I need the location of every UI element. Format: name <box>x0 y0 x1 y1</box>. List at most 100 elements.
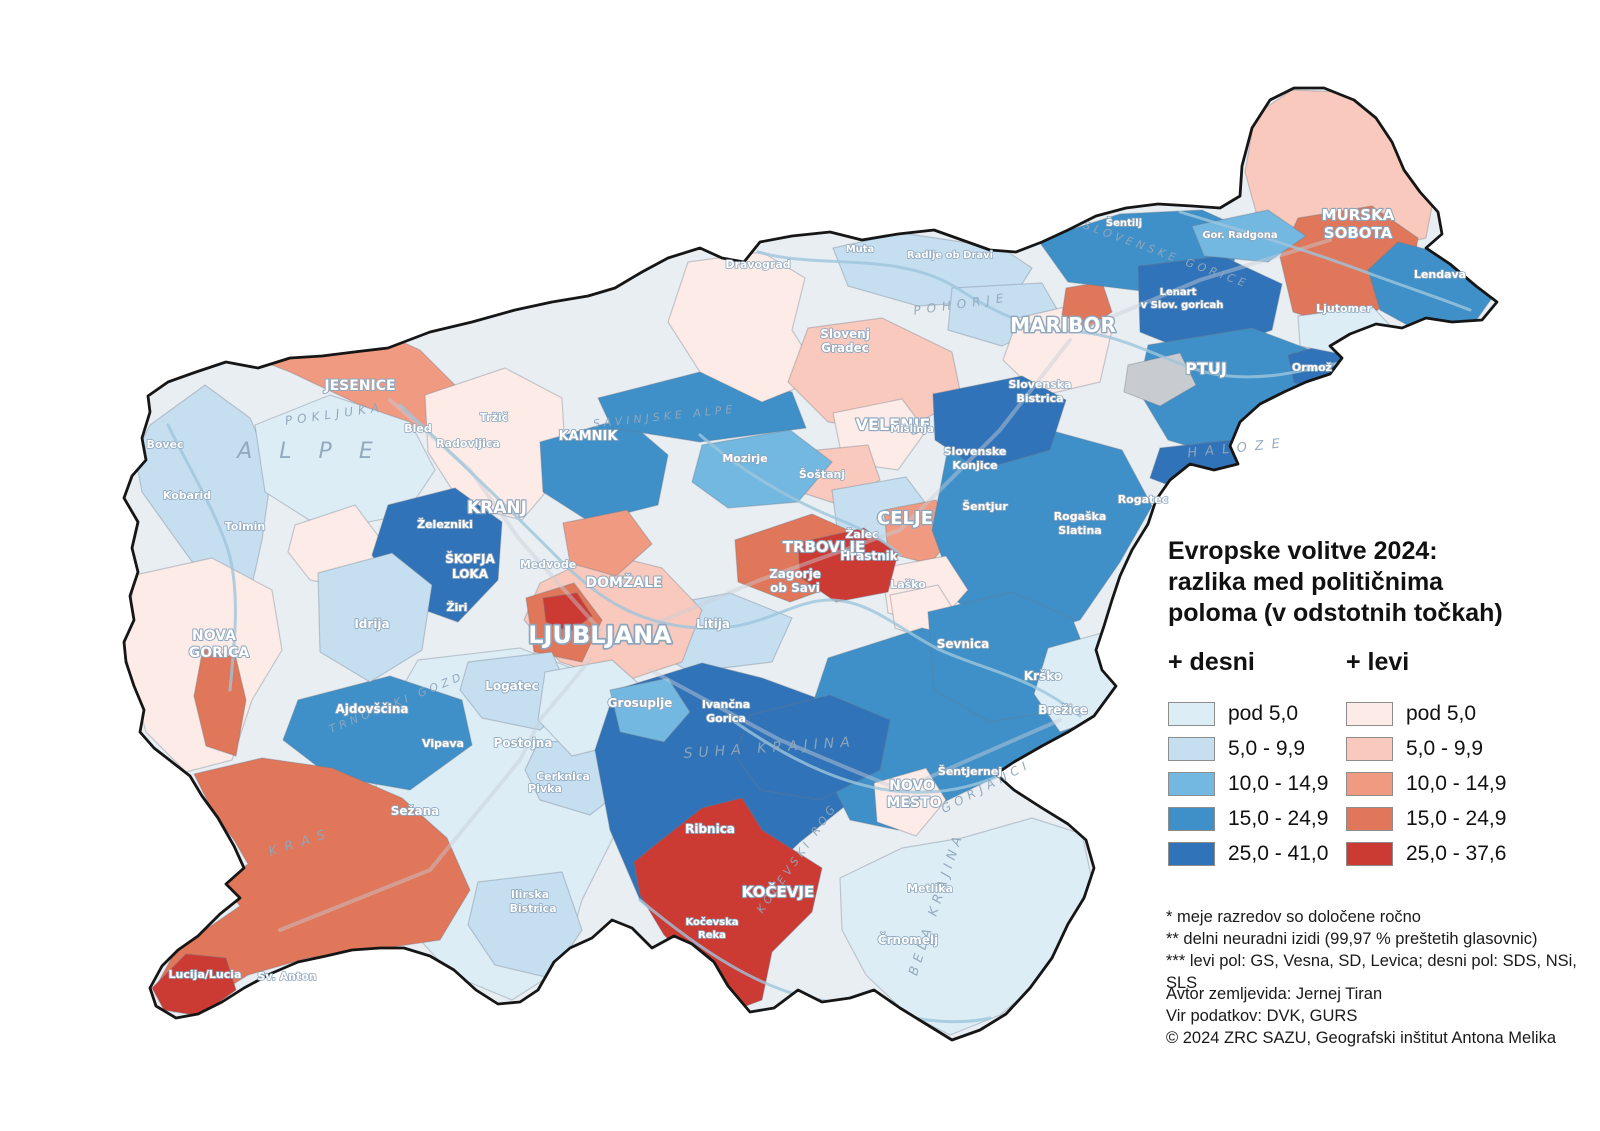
legend-label-desni-3: 10,0 - 14,9 <box>1228 771 1329 795</box>
city-label-trbovlje: TRBOVLJE <box>783 538 866 556</box>
city-label-dravograd: Dravograd <box>725 258 790 271</box>
city-label-radovljica: Radovljica <box>436 437 500 450</box>
city-label-mozirje: Mozirje <box>722 452 767 465</box>
city-label-tolmin: Tolmin <box>225 520 265 533</box>
city-label-la-ko: Laško <box>890 578 926 591</box>
city-label-postojna: Postojna <box>494 736 553 750</box>
region-trbovlje-hrastnik <box>797 527 899 603</box>
legend-swatch-desni-1 <box>1168 701 1215 726</box>
city-label-kr-ko: Krško <box>1024 669 1062 683</box>
region-grosuplje <box>609 677 691 743</box>
city-label-hrastnik: Hrastnik <box>840 549 899 563</box>
city-label-sv-anton: Sv. Anton <box>257 970 316 983</box>
legend-row-levi-1: pod 5,0 <box>1346 701 1506 726</box>
city-label-ajdov-ina: Ajdovščina <box>335 702 408 716</box>
city-label-sobota: SOBOTA <box>1324 224 1393 242</box>
legend-label-desni-4: 15,0 - 24,9 <box>1228 806 1329 830</box>
city-label-slovenj: Slovenj <box>820 327 870 341</box>
city-label-gradec: Gradec <box>821 341 869 355</box>
credit-author: Avtor zemljevida: Jernej Tiran <box>1166 985 1383 1003</box>
legend-row-levi-2: 5,0 - 9,9 <box>1346 736 1506 761</box>
region-nova-gorica-city <box>193 647 247 757</box>
footnote-1: * meje razredov so določene ročno <box>1166 908 1421 926</box>
city-label-ribnica: Ribnica <box>685 822 735 836</box>
legend-swatch-levi-4 <box>1346 806 1393 831</box>
city-label-gorica: GORICA <box>189 645 250 661</box>
city-label-bled: Bled <box>404 422 432 435</box>
region-slovenj-gradec <box>787 317 963 433</box>
map-title-line2: razlika med političnima <box>1168 568 1444 596</box>
city-label-cerknica: Cerknica <box>536 770 590 783</box>
legend-label-levi-1: pod 5,0 <box>1406 701 1477 725</box>
city-label-ilirska: Ilirska <box>511 888 549 901</box>
footnote-2: ** delni neuradni izidi (99,97 % preštet… <box>1166 930 1538 948</box>
city-label--entjernej: Šentjernej <box>938 765 1002 778</box>
city-label-slovenska: Slovenska <box>1009 378 1072 391</box>
city-label-radlje-ob-dravi: Radlje ob Dravi <box>907 250 993 261</box>
city-label-ljubljana: LJUBLJANA <box>528 621 672 649</box>
legend-row-desni-1: pod 5,0 <box>1168 701 1328 726</box>
legend-swatch-levi-3 <box>1346 771 1393 796</box>
legend-column-levi: pod 5,0 5,0 - 9,9 10,0 - 14,9 15,0 - 24,9 25… <box>1346 701 1506 876</box>
area-label-a-l-p-e: A L P E <box>235 439 382 464</box>
city-label--kofja: ŠKOFJA <box>445 551 495 566</box>
city-label-lenart: Lenart <box>1160 287 1197 298</box>
region-domzale-spur <box>562 509 653 577</box>
city-label-roga-ka: Rogaška <box>1054 510 1107 523</box>
river-line-2 <box>756 250 1347 379</box>
city-label-ptuj: PTUJ <box>1185 359 1227 378</box>
city-label--o-tanj: Šoštanj <box>799 468 845 481</box>
city-label-slatina: Slatina <box>1058 524 1101 537</box>
city-label-novo: NOVO <box>889 778 935 794</box>
city-label-medvode: Medvode <box>520 558 576 571</box>
city-label--alec: Žalec <box>845 528 878 541</box>
city-label-konjice: Konjice <box>952 459 997 472</box>
credit-copyright: © 2024 ZRC SAZU, Geografski inštitut Ant… <box>1166 1029 1556 1047</box>
city-label--rnomelj: Črnomelj <box>878 932 938 947</box>
city-label-v-slov-goricah: v Slov. goricah <box>1141 300 1224 311</box>
footnote-3: *** levi pol: GS, Vesna, SD, Levica; des… <box>1166 952 1577 992</box>
river-line-1 <box>398 403 1082 718</box>
legend-label-levi-5: 25,0 - 37,6 <box>1406 841 1507 865</box>
legend-swatch-desni-4 <box>1168 806 1215 831</box>
legend-label-levi-4: 15,0 - 24,9 <box>1406 806 1507 830</box>
legend-row-desni-3: 10,0 - 14,9 <box>1168 771 1328 796</box>
road-line-4 <box>648 668 1062 793</box>
legend-swatch-levi-2 <box>1346 736 1393 761</box>
region-konjice-dark <box>932 375 1067 471</box>
region-bohinj-bled <box>254 394 436 531</box>
city-label-ljutomer: Ljutomer <box>1316 302 1372 315</box>
city-label-litija: Litija <box>696 617 730 631</box>
city-label-maribor: MARIBOR <box>1010 313 1116 337</box>
city-label-kobarid: Kobarid <box>163 489 211 502</box>
city-label-vipava: Vipava <box>422 737 464 750</box>
legend-swatch-desni-5 <box>1168 841 1215 866</box>
city-label--entjur: Šentjur <box>962 500 1008 513</box>
city-label-rogatec: Rogatec <box>1118 493 1169 506</box>
legend-heading-desni: + desni <box>1168 648 1255 676</box>
city-label-dom-ale: DOMŽALE <box>586 574 663 591</box>
city-label-slovenske: Slovenske <box>944 445 1007 458</box>
legend-swatch-levi-1 <box>1346 701 1393 726</box>
legend-heading-levi: + levi <box>1346 648 1410 676</box>
legend-label-levi-2: 5,0 - 9,9 <box>1406 736 1484 760</box>
legend-column-desni: pod 5,0 5,0 - 9,9 10,0 - 14,9 15,0 - 24,9 25… <box>1168 701 1328 876</box>
map-title-line1: Evropske volitve 2024: <box>1168 537 1438 565</box>
city-label-se-ana: Sežana <box>391 804 440 818</box>
city-label-velenje: VELENJE <box>856 415 931 434</box>
city-label-reka: Reka <box>698 930 726 941</box>
map-regions-group <box>124 89 1493 1036</box>
credits: Avtor zemljevida: Jernej Tiran Vir podat… <box>1166 983 1556 1049</box>
region-kranj-radovljica <box>424 367 567 521</box>
region-novo-mesto-pale <box>873 767 947 837</box>
legend-swatch-levi-5 <box>1346 841 1393 866</box>
city-label-sevnica: Sevnica <box>937 637 989 651</box>
city-label-zagorje: Zagorje <box>769 567 821 581</box>
road-line-3 <box>278 658 592 932</box>
region-vipava-ajdovscina <box>282 675 473 791</box>
city-label-jesenice: JESENICE <box>323 378 395 394</box>
city-label-murska: MURSKA <box>1322 206 1395 224</box>
footnotes: * meje razredov so določene ročno ** del… <box>1166 906 1600 994</box>
region-lj-red-spots <box>542 592 593 633</box>
